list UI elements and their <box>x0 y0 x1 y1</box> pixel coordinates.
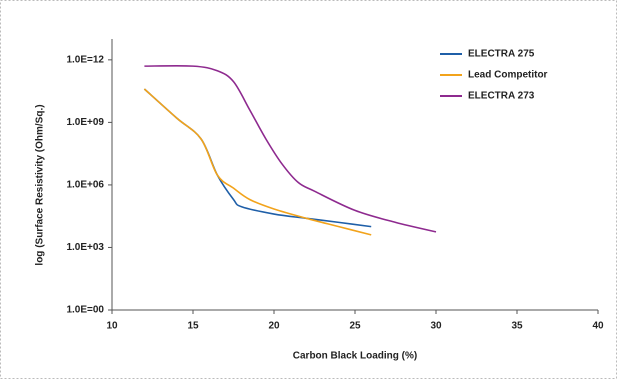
x-tick-label: 30 <box>430 321 442 332</box>
y-axis-label: log (Surface Resistivity (Ohm/Sq.) <box>35 104 46 265</box>
x-tick-label: 10 <box>106 321 118 332</box>
line <box>144 64 437 233</box>
x-tick-label: 15 <box>187 321 199 332</box>
line <box>143 88 372 228</box>
x-axis-label: Carbon Black Loading (%) <box>293 351 417 362</box>
y-tick-label: 1.0E+06 <box>66 180 104 191</box>
y-tick-label: 1.0E+03 <box>66 242 104 253</box>
x-tick-label: 35 <box>511 321 523 332</box>
legend-label: ELECTRA 275 <box>468 49 535 60</box>
y-tick-label: 1.0E=12 <box>66 54 104 65</box>
x-tick-label: 40 <box>592 321 604 332</box>
x-tick-label: 20 <box>268 321 280 332</box>
legend-label: ELECTRA 273 <box>468 91 535 102</box>
x-tick-label: 25 <box>349 321 361 332</box>
y-tick-label: 1.0E+09 <box>66 117 104 128</box>
y-tick-label: 1.0E=00 <box>66 305 104 316</box>
line <box>143 88 372 236</box>
legend-label: Lead Competitor <box>468 70 548 81</box>
